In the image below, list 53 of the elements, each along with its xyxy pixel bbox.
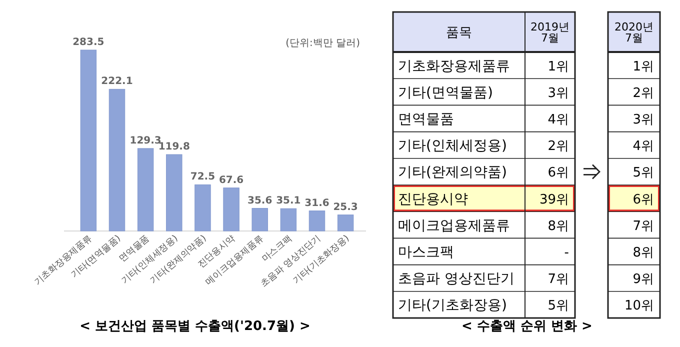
y-tick-label: 기타(기초화장용) [398,298,507,314]
text: 4위 [548,112,569,128]
data-label: 72.5 [190,172,216,183]
text: < 보건산업 품목별 수출액('20.7월) > [80,319,310,334]
text: 5위 [548,298,569,314]
y-tick-label: 기타(면역물품) [398,84,493,101]
text: 9위 [632,272,654,288]
data-label: 222.1 [101,76,133,88]
data-label: 67.6 [218,174,244,186]
bar [194,184,211,232]
text: 1위 [548,59,569,74]
y-tick-label: 기타(완제의약품) [398,164,507,181]
bar [337,214,354,232]
text: 3위 [548,86,569,101]
text: 8위 [548,218,569,234]
text: 7위 [548,272,569,288]
bar [108,88,126,232]
bar [80,50,97,232]
data-label: 283.5 [72,37,104,48]
text: 4위 [632,139,654,154]
text: 6위 [548,166,569,181]
text: 39위 [539,192,569,208]
text: 7위 [632,218,654,234]
data-label: 35.6 [248,195,272,206]
x-tick-label: 2020년 7월 [614,20,654,44]
y-tick-label: 면역물품 [398,112,454,128]
y-tick-label: 진단용시약 [398,191,468,208]
text: < 수출액 순위 변화 > [462,319,592,334]
text: (단위:백만 달러) [286,38,360,49]
text: 5위 [632,166,654,181]
text: 품목 [446,26,472,41]
y-tick-label: 메이크업용제품류 [398,218,510,234]
text: 6위 [632,192,654,208]
text: 2위 [632,86,654,101]
data-label: 35.1 [276,196,301,207]
bar [308,210,326,232]
text: - [564,246,569,260]
bar [137,148,154,232]
bar [280,208,297,232]
bar [252,208,268,232]
data-label: 31.6 [304,198,330,209]
y-tick-label: 기타(인체세정용) [398,138,507,154]
text: 3위 [632,112,654,128]
data-label: 25.3 [333,202,358,213]
data-label: 129.3 [130,135,162,146]
bar [166,154,182,232]
text: 8위 [632,246,654,260]
text: 1위 [632,59,654,74]
text: 10위 [624,298,654,314]
text: 2위 [548,139,569,154]
x-tick-label: 2019년 7월 [530,20,570,44]
bar [223,188,240,232]
y-tick-label: 기초화장용제품류 [398,58,510,74]
